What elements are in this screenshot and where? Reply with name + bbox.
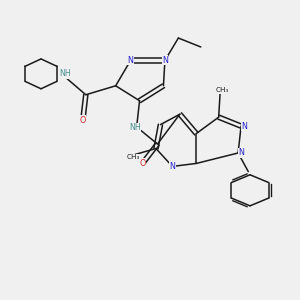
Text: NH: NH <box>129 123 141 132</box>
Text: N: N <box>239 148 244 158</box>
Text: N: N <box>162 56 168 65</box>
Text: O: O <box>80 116 86 124</box>
Text: CH₃: CH₃ <box>216 87 229 93</box>
Text: O: O <box>139 159 146 168</box>
Text: N: N <box>169 162 175 171</box>
Text: NH: NH <box>59 69 71 78</box>
Text: CH₃: CH₃ <box>127 154 140 160</box>
Text: N: N <box>128 56 134 65</box>
Text: N: N <box>241 122 247 130</box>
